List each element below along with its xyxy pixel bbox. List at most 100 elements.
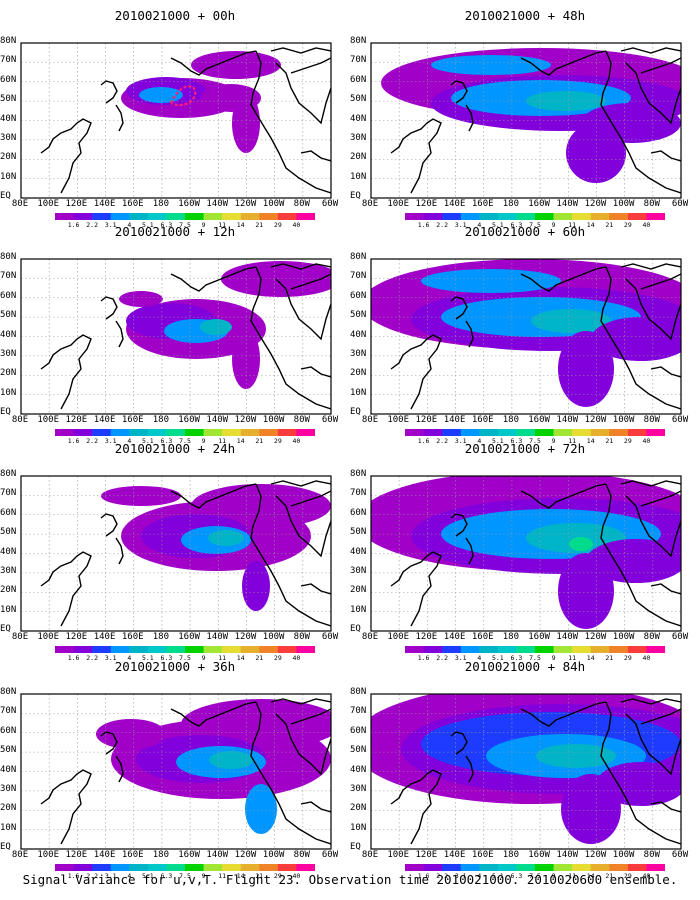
- coastline: [575, 50, 607, 62]
- colorbar-label: 14: [586, 872, 595, 880]
- longitude-label: 100E: [37, 850, 60, 860]
- colorbar-swatch: [423, 864, 443, 871]
- colorbar-label: 6.3: [160, 872, 173, 880]
- coastline: [450, 80, 468, 104]
- longitude-label: 140W: [206, 415, 229, 425]
- coastline: [170, 57, 227, 76]
- colorbar-swatch: [185, 646, 204, 653]
- coastline: [450, 513, 468, 537]
- colorbar-label: 2.2: [436, 654, 449, 662]
- colorbar-label: 29: [623, 221, 632, 229]
- map-panel-48h: 2010021000 + 48h 80N 70N 60N 50N 40N 30N 20N 10N…: [350, 0, 700, 229]
- latitude-label: 50N: [0, 527, 17, 538]
- latitude-label: 50N: [0, 745, 17, 756]
- longitude-label: 120E: [65, 632, 88, 642]
- colorbar-label: 7.5: [529, 437, 541, 445]
- colorbar-label: 40: [642, 654, 651, 662]
- colorbar-swatch: [296, 429, 315, 436]
- colorbar-swatch: [646, 213, 665, 220]
- colorbar-label: 4: [127, 872, 132, 880]
- map-canvas: [20, 42, 332, 199]
- latitude-label: EQ: [350, 624, 361, 634]
- colorbar-swatch: [166, 864, 186, 871]
- colorbar-swatch: [479, 429, 499, 436]
- coastline: [625, 278, 681, 341]
- variance-contour: [242, 561, 270, 611]
- colorbar-label: 7.5: [179, 872, 191, 880]
- map-panel-60h: 2010021000 + 60h 80N 70N 60N 50N 40N 30N 20N 10N…: [350, 216, 700, 445]
- coastline: [640, 708, 681, 725]
- colorbar-swatch: [572, 213, 592, 220]
- colorbar-swatch: [240, 864, 260, 871]
- map-panel-36h: 2010021000 + 36h 80N 70N 60N 50N 40N 30N 20N 10N…: [0, 651, 350, 880]
- panel-title: 2010021000 + 48h: [464, 8, 586, 23]
- coastline: [40, 118, 92, 194]
- colorbar-swatch: [240, 213, 260, 220]
- latitude-label: 20N: [350, 803, 367, 814]
- longitude-label: 120W: [584, 199, 607, 209]
- longitude-label: 100E: [387, 850, 410, 860]
- longitude-label: 160W: [528, 632, 550, 642]
- longitude-label: 80W: [293, 199, 310, 209]
- longitude-label: 80E: [361, 850, 379, 860]
- colorbar-label: 40: [642, 221, 651, 229]
- coastline: [300, 801, 331, 813]
- colorbar-label: 14: [236, 872, 245, 880]
- longitude-label: 60W: [321, 850, 339, 860]
- colorbar-label: 5.1: [491, 654, 504, 662]
- colorbar-label: 1.6: [67, 872, 80, 880]
- variance-contour: [591, 317, 681, 361]
- map-panel-12h: 2010021000 + 12h 80N 70N 60N 50N 40N 30N 20N 10N…: [0, 216, 350, 445]
- coastline: [40, 769, 92, 845]
- coastline: [575, 701, 607, 713]
- colorbar: [55, 213, 315, 220]
- coastline: [520, 708, 577, 727]
- colorbar-label: 14: [586, 437, 595, 445]
- colorbar-label: 5.1: [141, 437, 154, 445]
- latitude-label: 70N: [350, 271, 367, 282]
- colorbar-swatch: [423, 213, 443, 220]
- longitude-label: 160W: [178, 199, 200, 209]
- latitude-label: 50N: [350, 745, 367, 756]
- colorbar-label: 9: [201, 221, 206, 229]
- coastline: [620, 47, 681, 54]
- colorbar-label: 21: [605, 437, 614, 445]
- colorbar-label: 29: [273, 437, 282, 445]
- colorbar-label: 11: [568, 654, 577, 662]
- colorbar-swatch: [627, 646, 647, 653]
- colorbar-label: 3.1: [104, 221, 117, 229]
- colorbar-swatch: [535, 864, 554, 871]
- colorbar-swatch: [92, 864, 112, 871]
- colorbar-label: 2.2: [436, 437, 449, 445]
- colorbar-swatch: [259, 213, 279, 220]
- colorbar-label: 14: [236, 437, 245, 445]
- colorbar-swatch: [646, 646, 665, 653]
- colorbar-swatch: [460, 646, 480, 653]
- longitude-label: 80E: [11, 632, 29, 642]
- latitude-label: 50N: [350, 310, 367, 321]
- longitude-label: 180: [502, 850, 520, 860]
- colorbar-label: 21: [605, 872, 614, 880]
- latitude-label: 50N: [0, 310, 17, 321]
- panel-title: 2010021000 + 00h: [114, 8, 236, 23]
- colorbar-swatch: [572, 646, 592, 653]
- colorbar-label: 1.6: [417, 221, 430, 229]
- colorbar-label: 9: [551, 221, 556, 229]
- colorbar-label: 14: [236, 221, 245, 229]
- coastline: [275, 62, 331, 125]
- longitude-label: 120W: [234, 199, 257, 209]
- longitude-label: 180: [152, 632, 170, 642]
- longitude-label: 60W: [671, 632, 689, 642]
- latitude-label: 30N: [0, 348, 17, 359]
- latitude-label: 80N: [350, 687, 367, 697]
- colorbar-swatch: [497, 646, 517, 653]
- colorbar-label: 1.6: [417, 872, 430, 880]
- colorbar-swatch: [553, 864, 573, 871]
- colorbar-swatch: [535, 646, 554, 653]
- coastline: [600, 483, 681, 627]
- latitude-label: 60N: [0, 74, 17, 85]
- colorbar-swatch: [147, 646, 167, 653]
- colorbar-swatch: [516, 213, 536, 220]
- longitude-label: 140W: [556, 632, 579, 642]
- colorbar-label: 5.1: [491, 221, 504, 229]
